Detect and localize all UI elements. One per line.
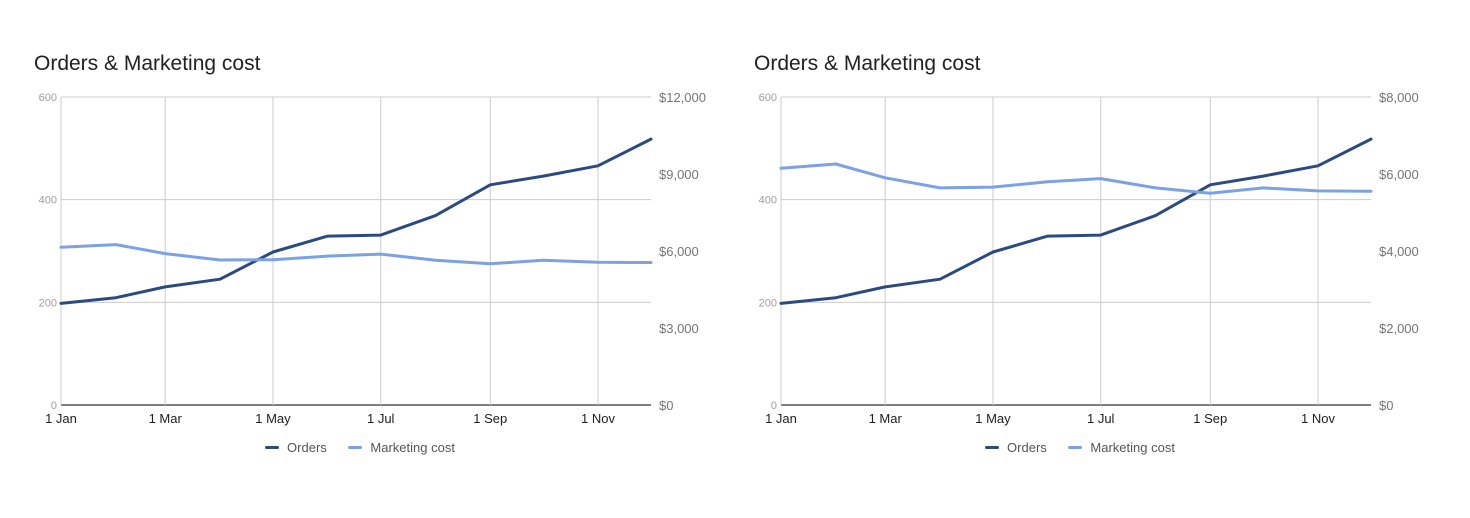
y-right-tick-label: $8,000 [1379,90,1419,105]
y-right-tick-label: $4,000 [1379,244,1419,259]
series-line-marketing-cost[interactable] [59,243,653,266]
y-left-tick-label: 0 [51,400,57,412]
legend: Orders Marketing cost [720,438,1440,455]
x-tick-label: 1 Jan [45,411,77,426]
series-line-orders[interactable] [779,137,1373,305]
x-tick-label: 1 Jan [765,411,797,426]
x-tick-label: 1 Mar [149,411,183,426]
x-tick-label: 1 May [255,411,291,426]
x-tick-label: 1 Sep [473,411,507,426]
legend-swatch-orders [265,445,280,449]
series-line-orders[interactable] [59,137,653,305]
legend: Orders Marketing cost [0,438,720,455]
y-left-tick-label: 400 [759,195,777,207]
y-left-tick-label: 400 [39,195,57,207]
legend-label: Orders [287,439,327,455]
y-right-tick-label: $6,000 [659,244,699,259]
legend-label: Marketing cost [1090,439,1175,455]
y-right-tick-label: $2,000 [1379,321,1419,336]
chart-title: Orders & Marketing cost [754,52,981,75]
legend-swatch-orders [985,445,1000,449]
y-right-tick-label: $9,000 [659,167,699,182]
legend-label: Orders [1007,439,1047,455]
legend-item-marketing-cost[interactable]: Marketing cost [348,439,455,455]
x-tick-label: 1 Jul [367,411,395,426]
y-left-tick-label: 600 [759,92,777,104]
x-tick-label: 1 Mar [869,411,903,426]
y-right-tick-label: $12,000 [659,90,706,105]
legend-item-marketing-cost[interactable]: Marketing cost [1068,439,1175,455]
x-tick-label: 1 Nov [581,411,615,426]
x-tick-label: 1 May [975,411,1011,426]
legend-item-orders[interactable]: Orders [265,439,327,455]
legend-label: Marketing cost [370,439,455,455]
y-right-tick-label: $0 [659,398,673,413]
y-right-tick-label: $6,000 [1379,167,1419,182]
x-tick-label: 1 Jul [1087,411,1115,426]
series-line-marketing-cost[interactable] [779,162,1373,195]
y-left-tick-label: 600 [39,92,57,104]
y-left-tick-label: 200 [39,297,57,309]
y-left-tick-label: 200 [759,297,777,309]
legend-item-orders[interactable]: Orders [985,439,1047,455]
chart-plot: 0 200 400 600 $0 $2,000 $4,000 $6,000 $8,000 1 Ja… [759,90,1419,426]
y-right-tick-label: $0 [1379,398,1393,413]
x-tick-label: 1 Sep [1193,411,1227,426]
chart-title: Orders & Marketing cost [34,52,261,75]
x-tick-label: 1 Nov [1301,411,1335,426]
chart-right: Orders & Marketing cost 0 200 400 600 $0 $2,0… [720,0,1440,518]
y-right-tick-label: $3,000 [659,321,699,336]
y-left-tick-label: 0 [771,400,777,412]
chart-left: Orders & Marketing cost 0 200 400 600 $0 $3,0… [0,0,720,518]
chart-plot: 0 200 400 600 $0 $3,000 $6,000 $9,000 $12,000 1 J… [39,90,706,426]
legend-swatch-marketing-cost [1068,445,1083,449]
legend-swatch-marketing-cost [348,445,363,449]
